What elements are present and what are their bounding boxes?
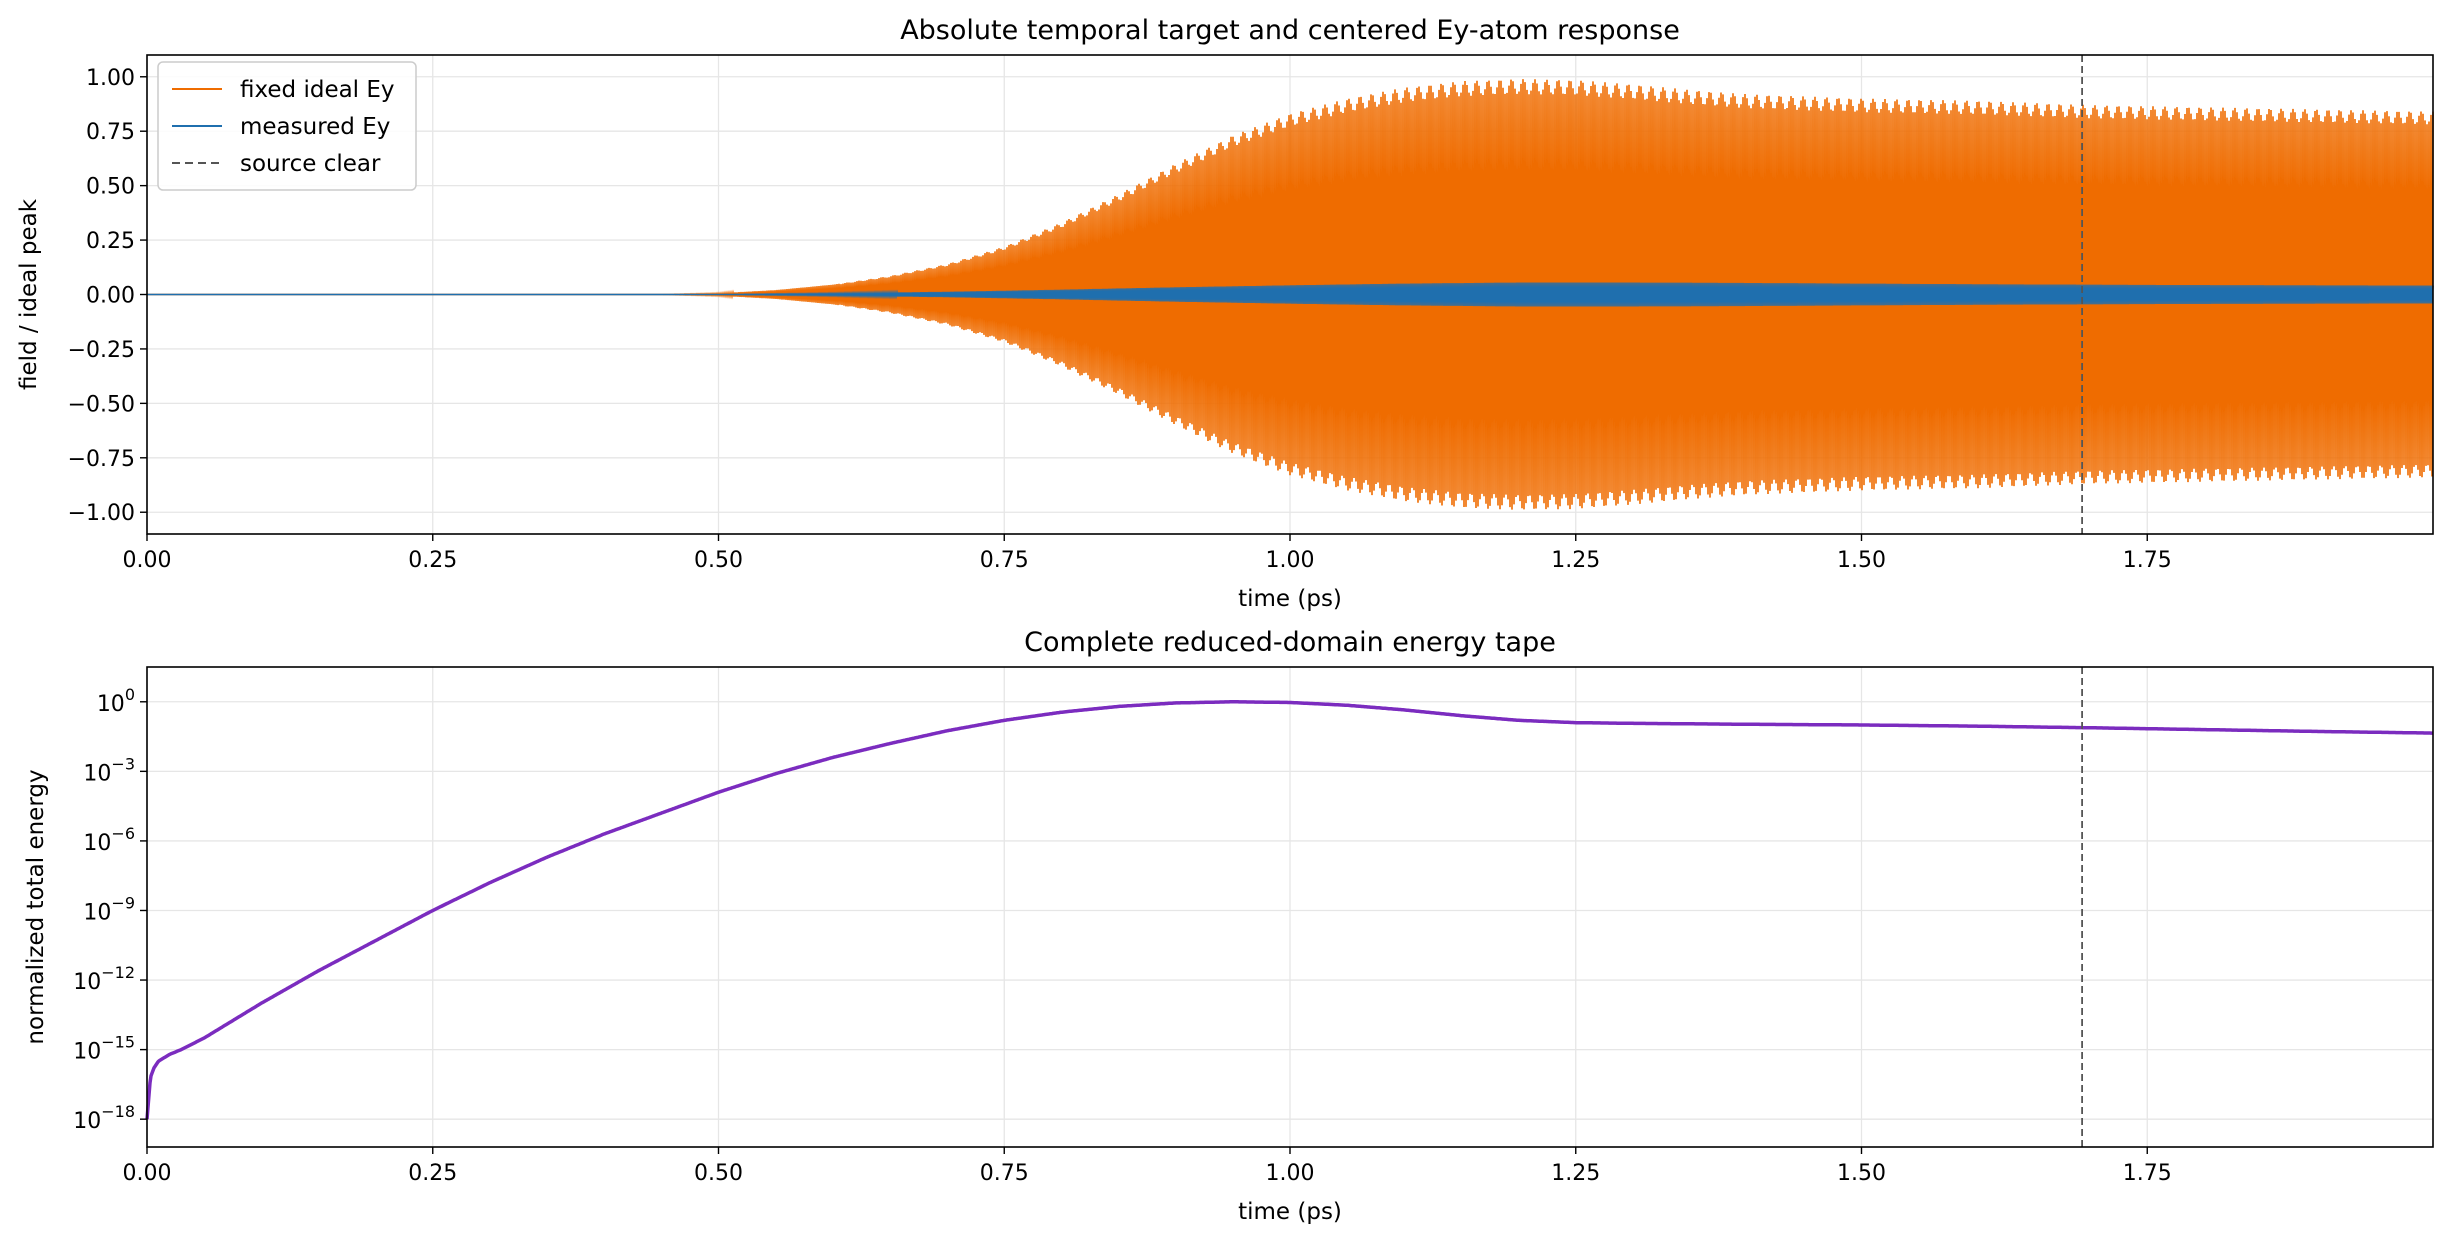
grid (146, 667, 2433, 1147)
y-tick-label: 10−3 (83, 754, 135, 786)
y-tick-label: 0.00 (86, 284, 135, 309)
y-tick-label: −0.50 (68, 392, 135, 417)
y-tick-label: −0.25 (68, 338, 135, 363)
energy-line (145, 700, 2434, 1120)
x-tick-label: 0.50 (694, 1161, 743, 1186)
chart-title: Absolute temporal target and centered Ey… (900, 15, 1680, 46)
y-tick-label: 10−15 (73, 1033, 135, 1065)
x-axis-ticks: 0.00 0.25 0.50 0.75 1.00 1.25 1.50 1.75 (123, 1147, 2172, 1186)
plot-area (145, 667, 2434, 1147)
x-tick-label: 0.50 (694, 548, 743, 573)
y-tick-label: 10−9 (83, 893, 135, 925)
x-tick-label: 0.00 (123, 1161, 172, 1186)
y-axis-ticks: 100 10−3 10−6 10−9 10−12 10−15 10−18 (73, 685, 147, 1134)
y-tick-label: 0.25 (86, 229, 135, 254)
y-tick-label: −1.00 (68, 501, 135, 526)
y-tick-label: 0.75 (86, 120, 135, 145)
x-tick-label: 0.75 (980, 548, 1029, 573)
x-tick-label: 1.50 (1837, 548, 1886, 573)
y-tick-label: 1.00 (86, 66, 135, 91)
measured-ey-line (147, 282, 2434, 307)
y-axis-ticks: 1.00 0.75 0.50 0.25 0.00 −0.25 −0.50 −0.75 −1.00 (68, 66, 147, 526)
x-axis-label: time (ps) (1238, 1199, 1342, 1225)
x-tick-label: 0.00 (123, 548, 172, 573)
y-tick-label: −0.75 (68, 447, 135, 472)
x-tick-label: 1.00 (1266, 548, 1315, 573)
x-tick-label: 1.25 (1551, 548, 1600, 573)
plot-area (147, 55, 2434, 534)
x-tick-label: 1.50 (1837, 1161, 1886, 1186)
legend-label-measured: measured Ey (240, 114, 390, 140)
legend: fixed ideal Ey measured Ey source clear (157, 61, 417, 191)
x-axis-label: time (ps) (1238, 586, 1342, 612)
energy-panel: 0.00 0.25 0.50 0.75 1.00 1.25 1.50 1.75 100 10−3… (23, 627, 2434, 1225)
x-tick-label: 1.00 (1266, 1161, 1315, 1186)
legend-label-fixed-ideal: fixed ideal Ey (240, 77, 395, 103)
y-axis-label: field / ideal peak (16, 198, 42, 390)
legend-label-source-clear: source clear (240, 151, 381, 177)
x-tick-label: 1.25 (1551, 1161, 1600, 1186)
x-tick-label: 1.75 (2123, 548, 2172, 573)
field-panel: 0.00 0.25 0.50 0.75 1.00 1.25 1.50 1.75 1.00 0.7… (16, 15, 2434, 612)
y-tick-label: 0.50 (86, 175, 135, 200)
y-tick-label: 10−18 (73, 1102, 135, 1134)
x-tick-label: 0.75 (980, 1161, 1029, 1186)
y-tick-label: 10−6 (83, 824, 135, 856)
y-tick-label: 10−12 (73, 963, 135, 995)
legend-box (157, 61, 417, 191)
x-tick-label: 0.25 (408, 1161, 457, 1186)
x-tick-label: 0.25 (408, 548, 457, 573)
x-tick-label: 1.75 (2123, 1161, 2172, 1186)
x-axis-ticks: 0.00 0.25 0.50 0.75 1.00 1.25 1.50 1.75 (123, 534, 2172, 573)
y-axis-label: normalized total energy (23, 769, 49, 1044)
chart-title: Complete reduced-domain energy tape (1024, 627, 1556, 658)
y-tick-label: 100 (97, 685, 135, 717)
